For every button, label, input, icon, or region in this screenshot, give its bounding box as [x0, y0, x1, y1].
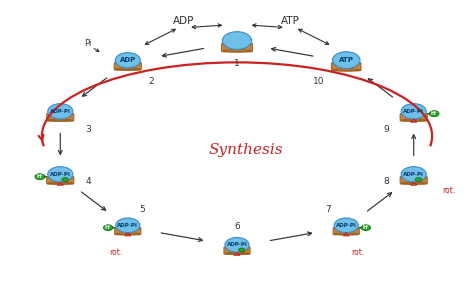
FancyBboxPatch shape	[400, 177, 427, 184]
Circle shape	[401, 104, 426, 119]
Ellipse shape	[401, 176, 426, 179]
Circle shape	[225, 238, 249, 252]
FancyBboxPatch shape	[221, 43, 253, 52]
FancyBboxPatch shape	[224, 247, 250, 254]
Text: ATP: ATP	[281, 16, 300, 26]
Text: 2: 2	[148, 77, 154, 86]
Ellipse shape	[116, 68, 140, 70]
Text: 6: 6	[234, 222, 240, 231]
Text: ADP·Pi: ADP·Pi	[403, 109, 424, 114]
FancyBboxPatch shape	[47, 177, 74, 184]
Circle shape	[62, 178, 68, 182]
Text: ADP·Pi: ADP·Pi	[50, 109, 71, 114]
Ellipse shape	[401, 119, 426, 121]
Text: H⁺: H⁺	[36, 174, 44, 179]
Ellipse shape	[116, 233, 139, 235]
Text: H⁺: H⁺	[430, 111, 438, 116]
Text: ADP·Pi: ADP·Pi	[118, 223, 138, 228]
Ellipse shape	[223, 50, 251, 52]
Circle shape	[238, 248, 245, 252]
Circle shape	[361, 225, 371, 231]
FancyBboxPatch shape	[400, 113, 427, 121]
Ellipse shape	[223, 43, 251, 45]
Ellipse shape	[335, 227, 358, 229]
Ellipse shape	[401, 113, 426, 116]
Text: ADP: ADP	[173, 16, 194, 26]
Text: ADP: ADP	[119, 57, 136, 63]
Ellipse shape	[401, 182, 426, 184]
Text: ATP: ATP	[339, 57, 354, 63]
Text: ADP·Pi: ADP·Pi	[50, 172, 71, 177]
FancyBboxPatch shape	[114, 62, 141, 70]
Text: 8: 8	[383, 177, 389, 186]
FancyBboxPatch shape	[115, 227, 141, 235]
Ellipse shape	[333, 69, 360, 71]
Text: H⁺: H⁺	[362, 225, 369, 230]
Circle shape	[48, 167, 73, 182]
Circle shape	[115, 53, 140, 68]
Circle shape	[222, 32, 252, 49]
Circle shape	[332, 52, 360, 68]
Text: rot.: rot.	[109, 248, 123, 257]
Ellipse shape	[48, 119, 73, 121]
Ellipse shape	[335, 233, 358, 235]
Ellipse shape	[48, 176, 73, 179]
Text: 1: 1	[234, 59, 240, 68]
Ellipse shape	[333, 62, 360, 65]
Circle shape	[415, 178, 422, 182]
Text: ADP·Pi: ADP·Pi	[403, 172, 424, 177]
Ellipse shape	[225, 252, 249, 254]
Ellipse shape	[116, 227, 139, 229]
Ellipse shape	[48, 182, 73, 184]
Ellipse shape	[225, 247, 249, 249]
Text: rot.: rot.	[351, 248, 365, 257]
Ellipse shape	[48, 113, 73, 116]
Circle shape	[103, 225, 113, 231]
Text: 9: 9	[383, 125, 389, 134]
Ellipse shape	[116, 62, 140, 64]
FancyBboxPatch shape	[333, 227, 359, 235]
Circle shape	[35, 174, 45, 180]
Text: Pi: Pi	[85, 39, 92, 48]
Circle shape	[401, 167, 426, 182]
Text: 3: 3	[85, 125, 91, 134]
Circle shape	[116, 218, 140, 233]
Text: Synthesis: Synthesis	[209, 143, 283, 157]
Circle shape	[48, 104, 73, 119]
Circle shape	[429, 111, 439, 117]
Text: 10: 10	[312, 77, 324, 86]
Text: 5: 5	[139, 205, 145, 214]
Text: ADP·Pi: ADP·Pi	[336, 223, 356, 228]
FancyBboxPatch shape	[47, 113, 74, 121]
Text: ADP·Pi: ADP·Pi	[227, 242, 247, 247]
Circle shape	[334, 218, 358, 233]
FancyBboxPatch shape	[331, 63, 361, 71]
Text: H⁺: H⁺	[105, 225, 112, 230]
Text: rot.: rot.	[442, 186, 455, 195]
Text: 4: 4	[85, 177, 91, 186]
Text: 7: 7	[325, 205, 330, 214]
